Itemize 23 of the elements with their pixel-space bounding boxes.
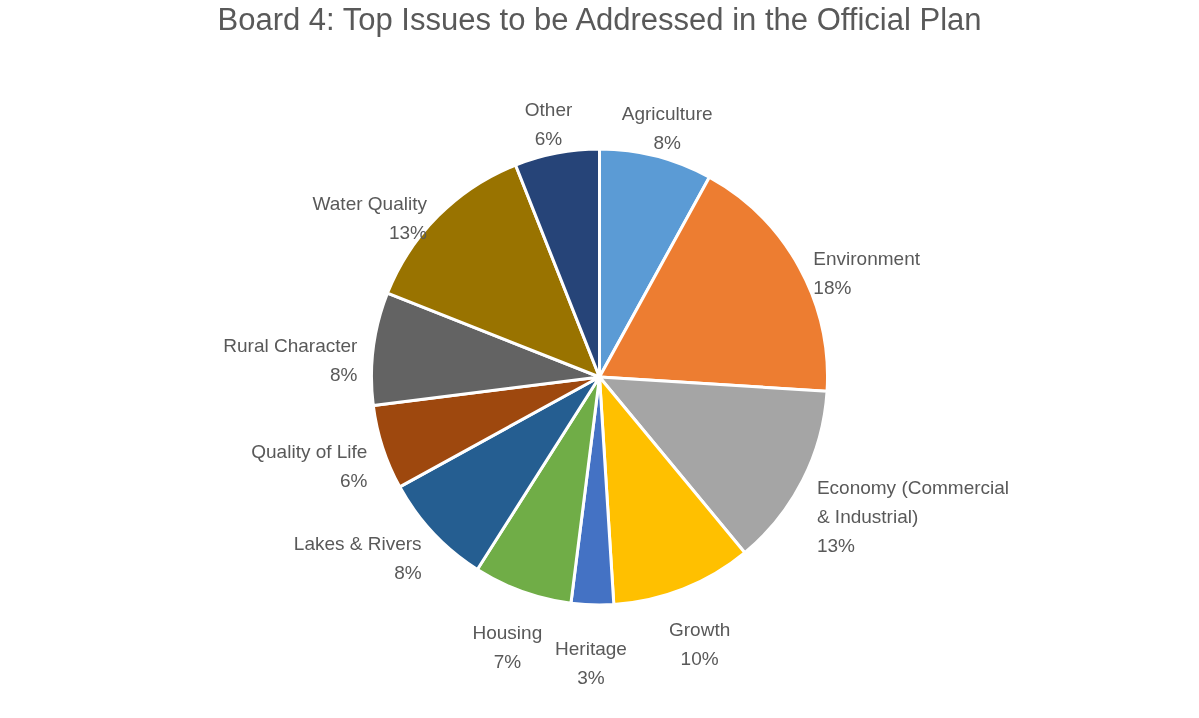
data-label: 13% bbox=[388, 222, 428, 244]
data-label: 8% bbox=[394, 562, 422, 584]
slice-label: Housing bbox=[472, 621, 543, 643]
data-label: 8% bbox=[653, 131, 681, 153]
slice-label: Agriculture bbox=[621, 102, 713, 124]
slice-label: Rural Character bbox=[223, 335, 359, 357]
data-label: 10% bbox=[680, 647, 719, 669]
slice-label: Heritage bbox=[555, 637, 627, 659]
slice-label: Quality of Life bbox=[251, 441, 368, 463]
chart-title: Board 4: Top Issues to be Addressed in the Official Plan bbox=[217, 2, 982, 37]
slice-label: Other bbox=[524, 98, 573, 120]
slice-label: Growth bbox=[669, 618, 731, 640]
slice-label: Environment bbox=[813, 248, 921, 270]
slice-label: Economy (Commercial & Industrial) bbox=[816, 476, 1010, 527]
data-label: 3% bbox=[577, 666, 605, 688]
data-label: 6% bbox=[339, 470, 368, 492]
data-label: 13% bbox=[816, 534, 856, 556]
slice-label: Lakes & Rivers bbox=[293, 533, 422, 555]
data-label: 7% bbox=[493, 650, 522, 672]
data-label: 8% bbox=[329, 364, 358, 386]
slice-label: Water Quality bbox=[312, 193, 428, 215]
data-label: 18% bbox=[813, 277, 852, 299]
data-label: 6% bbox=[534, 127, 563, 149]
